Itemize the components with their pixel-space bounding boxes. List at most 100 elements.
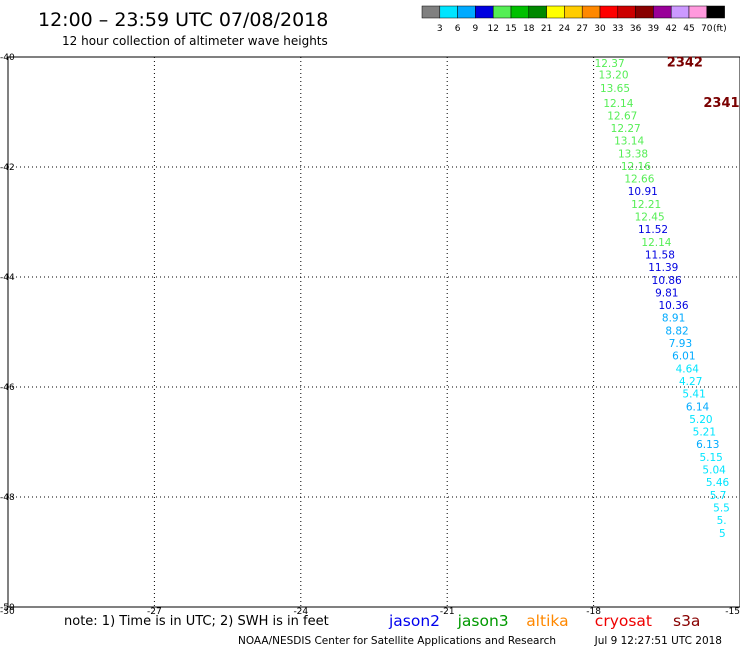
swh-value-label: 9.81 <box>655 287 678 299</box>
legend-swatch <box>457 5 476 19</box>
legend-bin-label: 15 <box>505 24 516 34</box>
legend-swatch <box>546 5 565 19</box>
swh-value-label: 10.91 <box>628 186 658 198</box>
longitude-tick-label: -15 <box>725 607 740 617</box>
legend-bin-label: 18 <box>523 24 535 34</box>
footer-credit: NOAA/NESDIS Center for Satellite Applica… <box>238 635 556 647</box>
satellite-name-jason2: jason2 <box>388 612 440 630</box>
page-subtitle: 12 hour collection of altimeter wave hei… <box>62 34 328 48</box>
legend-swatch <box>688 5 708 19</box>
swh-value-label: 6.01 <box>672 351 695 363</box>
legend-swatch <box>528 5 547 19</box>
swh-value-label: 5.41 <box>682 389 705 401</box>
latitude-tick-label: -42 <box>0 163 15 173</box>
swh-value-label: 4.27 <box>679 376 702 388</box>
swh-value-label: 5.7 <box>710 490 727 502</box>
swh-value-label: 6.14 <box>686 401 710 413</box>
legend-swatch <box>492 5 512 19</box>
swh-value-label: 12.14 <box>603 98 633 110</box>
legend-bin-label: 6 <box>455 24 461 34</box>
legend-swatch <box>706 5 725 19</box>
legend-bin-label: 27 <box>576 24 587 34</box>
swh-value-label: 6.13 <box>696 439 719 451</box>
swh-value-label: 8.82 <box>665 325 688 337</box>
swh-observations: 12.3713.2013.6512.1412.6712.2713.1413.38… <box>595 58 730 540</box>
swh-value-label: 11.52 <box>638 224 668 236</box>
swh-value-label: 11.39 <box>648 262 678 274</box>
longitude-tick-label: -30 <box>0 607 15 617</box>
swh-value-label: 10.36 <box>659 300 689 312</box>
map-area: -40 -42 -44 -46 -48 -50-30 -27 -24 -21 -18 -15 12.… <box>0 53 740 617</box>
legend-unit-label: (ft) <box>713 24 727 34</box>
legend-swatch <box>653 5 672 19</box>
swh-value-label: 5 <box>719 528 726 540</box>
legend-bin-label: 21 <box>541 24 552 34</box>
legend-bin-label: 45 <box>683 24 694 34</box>
swh-value-label: 13.38 <box>618 148 648 160</box>
legend-swatch <box>510 5 530 19</box>
track-time-labels: 234223412340 <box>667 55 740 111</box>
swh-value-label: 12.37 <box>595 58 625 70</box>
legend-swatch <box>635 5 654 19</box>
satellite-name-jason3: jason3 <box>457 612 509 630</box>
legend-bin-label: 39 <box>648 24 660 34</box>
swh-value-label: 12.16 <box>621 161 651 173</box>
swh-value-label: 8.91 <box>662 313 685 325</box>
track-time-label: 2341 <box>703 96 739 111</box>
swh-value-label: 12.67 <box>607 110 637 122</box>
legend-bin-label: 70 <box>701 24 713 34</box>
swh-value-label: 5.46 <box>706 477 730 489</box>
swh-value-label: 10.86 <box>652 275 682 287</box>
longitude-tick-label: -21 <box>440 607 455 617</box>
legend-bin-label: 12 <box>487 24 498 34</box>
swh-value-label: 5.5 <box>713 502 730 514</box>
swh-value-label: 12.45 <box>635 212 665 224</box>
latitude-tick-label: -46 <box>0 383 15 393</box>
swh-value-label: 5. <box>717 515 727 527</box>
legend-bin-label: 3 <box>437 24 443 34</box>
longitude-tick-label: -18 <box>586 607 601 617</box>
legend-swatch <box>617 5 636 19</box>
latitude-tick-label: -48 <box>0 493 15 503</box>
legend-swatch <box>599 5 619 19</box>
swh-value-label: 12.21 <box>631 199 661 211</box>
swh-color-legend: 3 6 9 12 15 18 21 24 27 30 33 36 39 42 45 70 (ft) <box>421 5 727 34</box>
legend-bin-label: 36 <box>630 24 642 34</box>
satellite-name-altika: altika <box>526 612 568 630</box>
page-title: 12:00 – 23:59 UTC 07/08/2018 <box>38 9 328 31</box>
longitude-tick-label: -27 <box>147 607 162 617</box>
footer-timestamp: Jul 9 12:27:51 UTC 2018 <box>594 635 722 647</box>
swh-value-label: 11.58 <box>645 249 675 261</box>
swh-value-label: 13.14 <box>614 136 644 148</box>
swh-value-label: 4.64 <box>676 363 700 375</box>
satellite-legend: jason2 jason3 altika cryosat s3a <box>388 612 700 630</box>
swh-value-label: 12.27 <box>611 123 641 135</box>
swh-value-label: 7.93 <box>669 338 692 350</box>
satellite-name-s3a: s3a <box>673 612 700 630</box>
legend-swatch <box>439 5 458 19</box>
latitude-tick-label: -40 <box>0 53 15 63</box>
legend-bin-label: 33 <box>612 24 623 34</box>
latitude-tick-label: -44 <box>0 273 15 283</box>
legend-bin-label: 24 <box>559 24 571 34</box>
legend-swatch <box>564 5 583 19</box>
legend-swatch <box>581 5 601 19</box>
legend-bin-label: 30 <box>594 24 606 34</box>
swh-value-label: 5.15 <box>699 452 722 464</box>
legend-swatch <box>421 5 441 19</box>
axis-tick-labels: -40 -42 -44 -46 -48 -50-30 -27 -24 -21 -18 -15 <box>0 53 740 617</box>
swh-value-label: 13.65 <box>600 83 630 95</box>
legend-bin-label: 42 <box>665 24 676 34</box>
track-time-label: 2342 <box>667 55 703 70</box>
footer-note: note: 1) Time is in UTC; 2) SWH is in fe… <box>64 614 329 629</box>
legend-bin-label: 9 <box>473 24 479 34</box>
legend-swatch <box>475 5 494 19</box>
swh-value-label: 12.14 <box>641 237 671 249</box>
swh-value-label: 12.66 <box>624 174 654 186</box>
latitude-tick-label: -50 <box>0 603 15 613</box>
swh-value-label: 5.20 <box>689 414 712 426</box>
swh-value-label: 13.20 <box>598 70 628 82</box>
swh-value-label: 5.21 <box>693 427 716 439</box>
